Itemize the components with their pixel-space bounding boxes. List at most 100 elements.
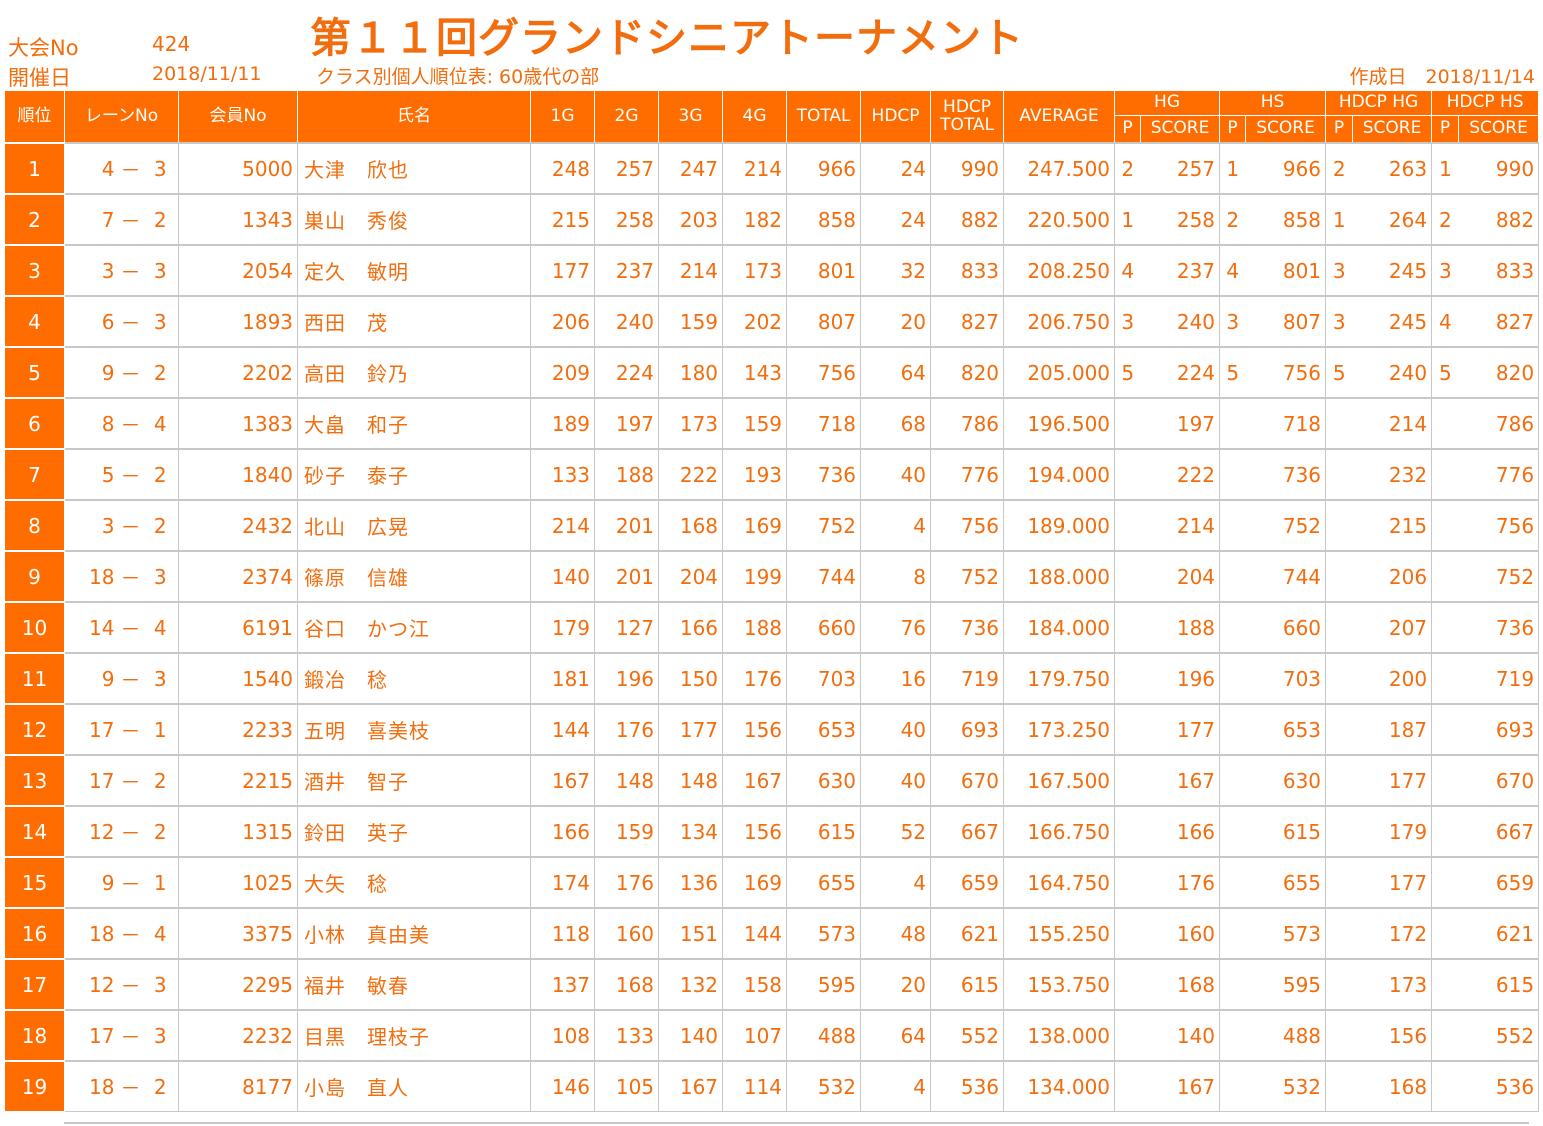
row-hdcp-hs-score: 786	[1458, 397, 1540, 450]
row-lane-separator: －	[118, 499, 143, 552]
row-lane-sub: 1	[142, 856, 180, 909]
row-lane-sub: 3	[142, 142, 180, 195]
row-game-1: 137	[530, 958, 596, 1011]
row-lane-separator: －	[118, 907, 143, 960]
row-hdcp-total: 833	[930, 244, 1005, 297]
row-game-2: 201	[594, 499, 660, 552]
row-hg-score: 176	[1140, 856, 1221, 909]
row-lane-separator: －	[118, 448, 143, 501]
row-player-name: 大畠 和子	[297, 397, 532, 450]
row-hdcp-hs-score: 615	[1458, 958, 1540, 1011]
row-hdcp-total: 552	[930, 1009, 1005, 1062]
row-hdcp-hg-score: 156	[1352, 1009, 1433, 1062]
table-row: 2 7 － 2 1343 巣山 秀俊 215 258 203 182 858 24 882 220.500…	[4, 193, 1540, 246]
row-member-no: 2202	[178, 346, 299, 399]
col-header-hdcp-total-line1: HDCP	[943, 96, 992, 117]
row-hg-score: 196	[1140, 652, 1221, 705]
row-lane-separator: －	[118, 397, 143, 450]
row-hs-place	[1219, 448, 1246, 501]
table-row: 14 12 － 2 1315 鈴田 英子 166 159 134 156 615 52 667 166.7…	[4, 805, 1540, 858]
row-hdcp-hg-place: 5	[1325, 346, 1353, 399]
row-game-4: 114	[722, 1060, 788, 1112]
row-hs-score: 653	[1245, 703, 1327, 756]
row-game-1: 214	[530, 499, 596, 552]
row-game-3: 159	[658, 295, 724, 348]
col-header-lane: レーンNo	[63, 90, 180, 144]
row-hdcp-hs-place: 4	[1431, 295, 1459, 348]
row-hdcp-hs-score: 756	[1458, 499, 1540, 552]
row-hg-score: 168	[1140, 958, 1221, 1011]
row-game-2: 197	[594, 397, 660, 450]
row-game-4: 167	[722, 754, 788, 807]
row-hdcp-hg-place	[1325, 652, 1353, 705]
row-lane-number: 5	[64, 448, 119, 501]
row-rank: 16	[4, 907, 65, 960]
row-hdcp-hg-score: 207	[1352, 601, 1433, 654]
col-header-hg-score: SCORE	[1140, 115, 1221, 144]
row-player-name: 鈴田 英子	[297, 805, 532, 858]
row-hdcp: 32	[860, 244, 932, 297]
row-lane-sub: 2	[142, 448, 180, 501]
row-hdcp-total: 536	[930, 1060, 1005, 1112]
row-lane-sub: 2	[142, 346, 180, 399]
row-game-1: 189	[530, 397, 596, 450]
row-hdcp: 4	[860, 499, 932, 552]
row-hg-place	[1114, 652, 1141, 705]
row-hg-score: 167	[1140, 754, 1221, 807]
row-hdcp-hg-score: 215	[1352, 499, 1433, 552]
row-game-3: 134	[658, 805, 724, 858]
col-header-total: TOTAL	[786, 90, 862, 144]
row-player-name: 大矢 稔	[297, 856, 532, 909]
row-hs-score: 615	[1245, 805, 1327, 858]
row-lane-sub: 3	[142, 244, 180, 297]
row-game-2: 224	[594, 346, 660, 399]
row-hg-score: 160	[1140, 907, 1221, 960]
row-game-1: 248	[530, 142, 596, 195]
row-hdcp-hg-place	[1325, 958, 1353, 1011]
row-hg-place	[1114, 1060, 1141, 1112]
row-member-no: 1383	[178, 397, 299, 450]
row-hdcp-hg-place: 1	[1325, 193, 1353, 246]
row-hdcp: 68	[860, 397, 932, 450]
row-hdcp-hg-score: 263	[1352, 142, 1433, 195]
row-hdcp-hs-place: 3	[1431, 244, 1459, 297]
row-game-1: 181	[530, 652, 596, 705]
row-lane-separator: －	[118, 1009, 143, 1062]
row-game-3: 168	[658, 499, 724, 552]
row-player-name: 北山 広晃	[297, 499, 532, 552]
row-player-name: 砂子 泰子	[297, 448, 532, 501]
row-average: 173.250	[1003, 703, 1116, 756]
row-average: 153.750	[1003, 958, 1116, 1011]
row-game-3: 132	[658, 958, 724, 1011]
row-hdcp-hs-place	[1431, 1060, 1459, 1112]
row-game-1: 144	[530, 703, 596, 756]
row-member-no: 6191	[178, 601, 299, 654]
row-hdcp-hs-place: 2	[1431, 193, 1459, 246]
col-header-hs: HS	[1219, 90, 1327, 116]
row-game-2: 127	[594, 601, 660, 654]
tournament-no-label: 大会No	[8, 36, 79, 60]
row-hs-place	[1219, 1060, 1246, 1112]
row-average: 196.500	[1003, 397, 1116, 450]
row-lane-sub: 4	[142, 907, 180, 960]
row-lane-sub: 2	[142, 805, 180, 858]
row-hdcp-hs-place	[1431, 754, 1459, 807]
row-hdcp: 64	[860, 346, 932, 399]
row-hdcp-hs-score: 552	[1458, 1009, 1540, 1062]
row-game-1: 140	[530, 550, 596, 603]
row-hdcp-hs-score: 752	[1458, 550, 1540, 603]
row-lane-number: 7	[64, 193, 119, 246]
row-player-name: 五明 喜美枝	[297, 703, 532, 756]
row-member-no: 3375	[178, 907, 299, 960]
row-average: 206.750	[1003, 295, 1116, 348]
row-game-4: 107	[722, 1009, 788, 1062]
row-player-name: 定久 敏明	[297, 244, 532, 297]
row-lane-number: 12	[64, 805, 119, 858]
row-average: 164.750	[1003, 856, 1116, 909]
row-lane-separator: －	[118, 244, 143, 297]
row-total: 630	[786, 754, 862, 807]
row-game-3: 214	[658, 244, 724, 297]
table-row: 4 6 － 3 1893 西田 茂 206 240 159 202 807 20 827 206.750 3…	[4, 295, 1540, 348]
row-game-4: 156	[722, 805, 788, 858]
row-hdcp-hg-place	[1325, 703, 1353, 756]
